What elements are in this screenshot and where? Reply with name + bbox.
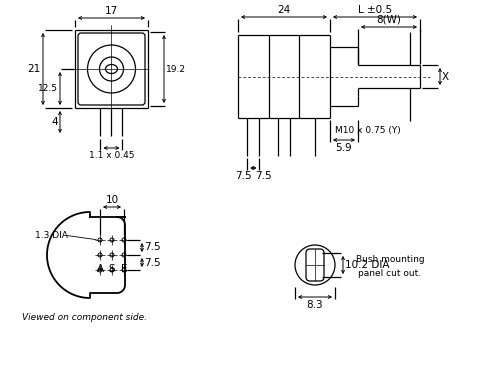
Text: M10 x 0.75 (Y): M10 x 0.75 (Y) bbox=[335, 126, 401, 135]
Text: 10.2 DIA: 10.2 DIA bbox=[345, 260, 389, 270]
Text: 1.3 DIA: 1.3 DIA bbox=[35, 230, 68, 240]
Text: 10: 10 bbox=[106, 195, 118, 205]
Text: L ±0.5: L ±0.5 bbox=[358, 5, 392, 15]
Text: E: E bbox=[121, 264, 127, 274]
Text: 1.1 x 0.45: 1.1 x 0.45 bbox=[89, 151, 134, 160]
Text: 5.9: 5.9 bbox=[336, 143, 353, 153]
Text: 7.5: 7.5 bbox=[144, 243, 161, 252]
Text: S: S bbox=[109, 264, 115, 274]
Text: 24: 24 bbox=[277, 5, 291, 15]
Text: panel cut out.: panel cut out. bbox=[358, 269, 422, 277]
Text: 8.3: 8.3 bbox=[307, 300, 323, 310]
Text: Viewed on component side.: Viewed on component side. bbox=[23, 313, 147, 322]
Text: X: X bbox=[442, 71, 449, 81]
Text: 4: 4 bbox=[52, 117, 58, 127]
Text: 7.5: 7.5 bbox=[144, 258, 161, 268]
Text: 17: 17 bbox=[105, 6, 118, 16]
Text: 21: 21 bbox=[28, 64, 41, 74]
Text: 7.5: 7.5 bbox=[255, 171, 272, 181]
Text: 7.5: 7.5 bbox=[235, 171, 251, 181]
Text: Bush mounting: Bush mounting bbox=[355, 255, 424, 265]
Text: A: A bbox=[96, 264, 104, 274]
Text: 8(W): 8(W) bbox=[377, 15, 402, 25]
Text: 12.5: 12.5 bbox=[38, 84, 58, 93]
Text: 19.2: 19.2 bbox=[166, 64, 186, 74]
